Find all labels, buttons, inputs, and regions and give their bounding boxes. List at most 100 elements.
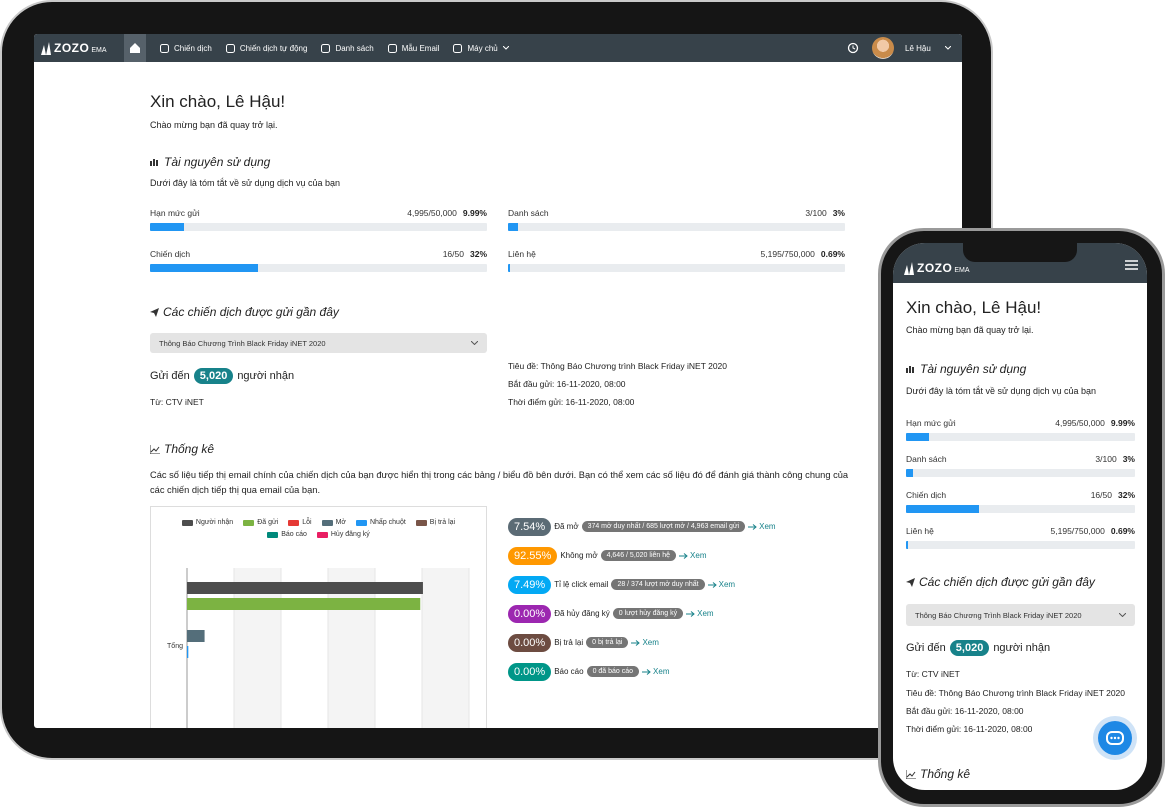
section-title: Các chiến dịch được gửi gần đây bbox=[906, 575, 1095, 589]
user-menu[interactable]: Lê Hậu bbox=[905, 34, 951, 62]
progress-track bbox=[150, 223, 487, 231]
menu-label: Mẫu Email bbox=[401, 43, 440, 53]
avatar[interactable] bbox=[872, 37, 894, 59]
menu-item[interactable]: Danh sách bbox=[321, 43, 374, 53]
selected: Thông Báo Chương Trình Black Friday iNET… bbox=[159, 338, 326, 348]
icon bbox=[150, 444, 160, 454]
legend-item[interactable]: Đã gửi bbox=[243, 519, 278, 526]
logo[interactable]: ZOZO EMA bbox=[40, 41, 107, 55]
phone-screen: ZOZO EMA Xin chào, Lê Hậu! Chào mừng bạn … bbox=[893, 243, 1147, 790]
campaign-select[interactable]: Thông Báo Chương Trình Black Friday iNET… bbox=[906, 604, 1135, 626]
resource-percent: 0.69% bbox=[1110, 526, 1135, 536]
stat-link[interactable]: Xem bbox=[686, 609, 714, 618]
resource-percent: 0.69% bbox=[820, 249, 845, 259]
progress-track bbox=[150, 264, 487, 272]
resource-percent: 9.99% bbox=[462, 208, 487, 218]
legend-item[interactable]: Người nhận bbox=[181, 519, 234, 526]
brand-sub: EMA bbox=[954, 267, 970, 274]
start: Bắt đầu gửi: 16-11-2020, 08:00 bbox=[508, 379, 626, 389]
stat-link[interactable]: Xem bbox=[748, 522, 776, 531]
resource-item: Danh sách 3/100 3% bbox=[508, 208, 845, 231]
logo[interactable]: ZOZO EMA bbox=[903, 261, 970, 275]
bar bbox=[187, 646, 189, 658]
legend-label: Bị trả lại bbox=[429, 519, 456, 526]
resource-item: Hạn mức gửi 4,995/50,000 9.99% bbox=[906, 418, 1135, 441]
stat-label: Bị trả lại bbox=[554, 638, 584, 647]
arrow bbox=[686, 610, 695, 617]
link-text: Xem bbox=[690, 551, 707, 560]
resource-label: Chiến dịch bbox=[906, 490, 947, 500]
legend-item[interactable]: Bị trả lại bbox=[415, 519, 456, 526]
arrow bbox=[631, 639, 641, 646]
resource-percent: 3% bbox=[1122, 454, 1135, 464]
stat-label: Tỉ lệ click email bbox=[554, 580, 609, 589]
link-text: Xem bbox=[759, 522, 776, 531]
menu-icon bbox=[225, 43, 235, 53]
hamburger[interactable] bbox=[1125, 260, 1138, 270]
arrow bbox=[707, 581, 717, 588]
campaign-select[interactable]: Thông Báo Chương Trình Black Friday iNET… bbox=[150, 333, 487, 353]
resource-header: Liên hệ 5,195/750,000 0.69% bbox=[508, 249, 845, 259]
legend-item[interactable]: Báo cáo bbox=[267, 531, 307, 538]
stat-rate: 92.55% bbox=[508, 546, 558, 565]
stat-link[interactable]: Xem bbox=[631, 638, 659, 647]
legend-item[interactable]: Hủy đăng ký bbox=[316, 531, 370, 538]
resource-item: Chiến dịch 16/50 32% bbox=[150, 249, 487, 272]
legend-swatch bbox=[321, 519, 333, 526]
brand-sub: EMA bbox=[91, 47, 107, 54]
resources: Hạn mức gửi 4,995/50,000 9.99% Danh sách 3/1… bbox=[906, 418, 1135, 549]
legend-item[interactable]: Nhấp chuột bbox=[355, 519, 406, 526]
welcome: Chào mừng bạn đã quay trở lại. bbox=[150, 120, 278, 130]
legend: Người nhận Đã gửi Lỗi Mở Nhấp chuột Bị trả lạ… bbox=[181, 519, 456, 538]
title: Các chiến dịch được gửi gần đây bbox=[163, 305, 339, 319]
resource-percent: 32% bbox=[469, 249, 487, 259]
start: Bắt đầu gửi: 16-11-2020, 08:00 bbox=[906, 706, 1024, 716]
progress-fill bbox=[150, 223, 184, 231]
arrow bbox=[679, 552, 688, 559]
greeting: Xin chào, Lê Hậu! bbox=[150, 92, 286, 111]
stat-detail: 374 mở duy nhất / 685 lượt mở / 4,963 em… bbox=[581, 521, 746, 532]
title: Thống kê bbox=[920, 767, 971, 781]
icon bbox=[150, 307, 159, 317]
resource-usage-group: 5,195/750,000 0.69% bbox=[1051, 526, 1135, 536]
resource-label: Hạn mức gửi bbox=[906, 418, 956, 428]
menu-label: Máy chủ bbox=[467, 43, 498, 53]
resource-header: Danh sách 3/100 3% bbox=[906, 454, 1135, 464]
menu-item[interactable]: Chiến dịch tự động bbox=[225, 43, 307, 53]
arrow-shape bbox=[631, 639, 641, 646]
stat-row: 0.00% Bị trả lại 0 bị trả lại Xem bbox=[508, 628, 776, 657]
progress-track bbox=[508, 223, 845, 231]
legend-item[interactable]: Lỗi bbox=[288, 519, 312, 526]
legend-item[interactable]: Mở bbox=[321, 519, 346, 526]
menu-item[interactable]: Mẫu Email bbox=[387, 43, 440, 53]
sent-to: Gửi đến bbox=[150, 370, 190, 382]
resource-item: Liên hệ 5,195/750,000 0.69% bbox=[508, 249, 845, 272]
brand: ZOZO bbox=[917, 261, 953, 275]
menu-item[interactable]: Máy chủ bbox=[453, 43, 509, 53]
bar bbox=[187, 598, 421, 610]
resource-item: Liên hệ 5,195/750,000 0.69% bbox=[906, 526, 1135, 549]
resource-usage: 5,195/750,000 bbox=[1050, 526, 1105, 536]
chart-box: Người nhận Đã gửi Lỗi Mở Nhấp chuột Bị trả lạ… bbox=[150, 506, 487, 728]
chat-button[interactable] bbox=[1093, 716, 1137, 760]
menu-icon bbox=[160, 43, 169, 53]
resource-percent: 3% bbox=[832, 208, 845, 218]
menu-item[interactable]: Chiến dịch bbox=[160, 43, 212, 53]
caret bbox=[502, 46, 509, 50]
stat-link[interactable]: Xem bbox=[642, 667, 670, 676]
legend-label: Người nhận bbox=[195, 519, 234, 526]
stat-rate: 0.00% bbox=[508, 633, 552, 652]
home-button[interactable] bbox=[124, 34, 146, 62]
legend-swatch bbox=[267, 531, 279, 538]
legend-label: Đã gửi bbox=[257, 519, 279, 526]
resource-label: Liên hệ bbox=[508, 249, 536, 259]
menu-icon bbox=[453, 43, 463, 53]
stat-link[interactable]: Xem bbox=[707, 580, 735, 589]
link-text: Xem bbox=[642, 638, 659, 647]
resource-usage: 4,995/50,000 bbox=[407, 208, 457, 218]
stat-link[interactable]: Xem bbox=[679, 551, 706, 560]
history-icon[interactable] bbox=[847, 42, 859, 54]
stat-row: 0.00% Báo cáo 0 đã báo cáo Xem bbox=[508, 657, 776, 686]
legend-swatch bbox=[288, 519, 300, 526]
